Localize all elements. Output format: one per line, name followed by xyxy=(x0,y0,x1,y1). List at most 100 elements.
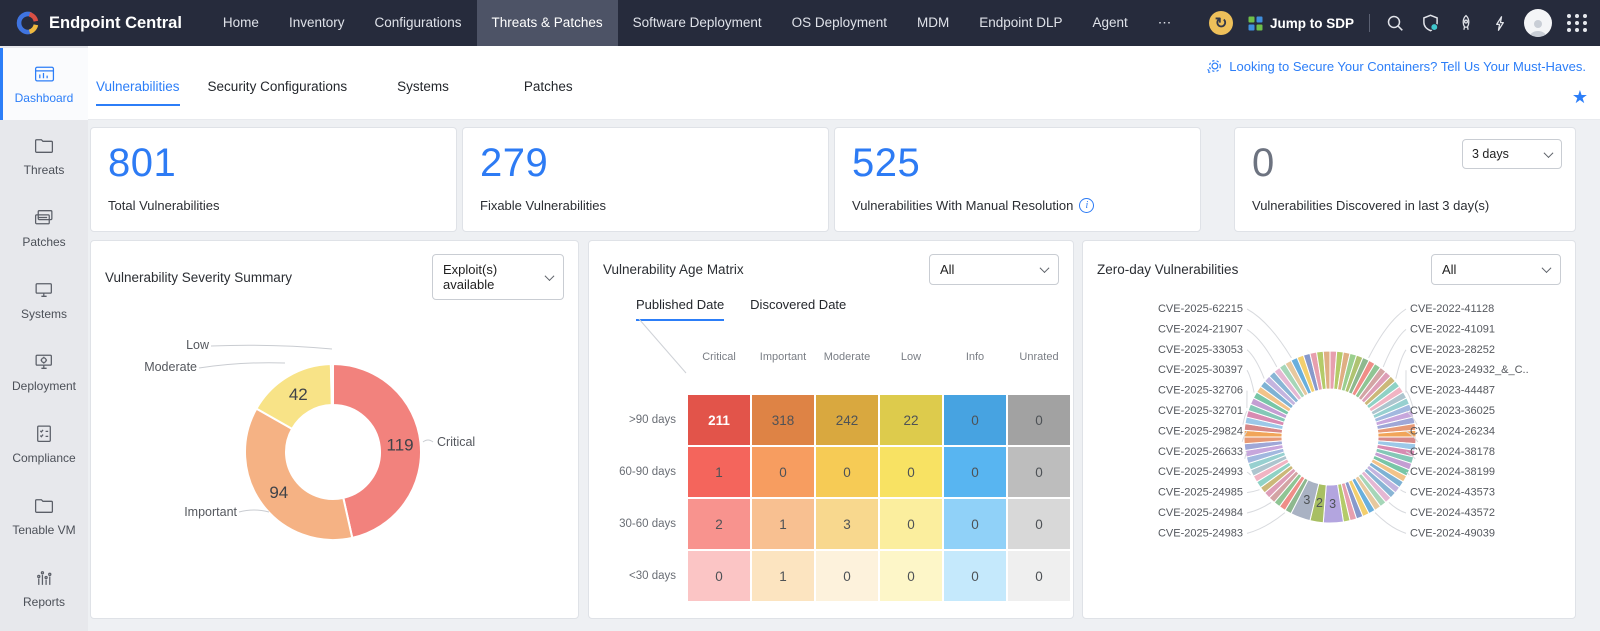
stat-label: Total Vulnerabilities xyxy=(108,198,220,213)
sidebar-item-deployment[interactable]: Deployment xyxy=(0,336,88,408)
tab-vulnerabilities[interactable]: Vulnerabilities xyxy=(96,79,180,106)
rocket-icon[interactable] xyxy=(1456,13,1476,33)
stat-card-4[interactable]: 0 Vulnerabilities Discovered in last 3 da… xyxy=(1234,127,1576,232)
cve-label[interactable]: CVE-2024-38178 xyxy=(1410,446,1495,458)
sidebar-item-tenable-vm[interactable]: Tenable VM xyxy=(0,480,88,552)
matrix-cell[interactable]: 22 xyxy=(880,395,942,445)
nav-item-agent[interactable]: Agent xyxy=(1092,15,1128,30)
matrix-cell[interactable]: 0 xyxy=(816,447,878,497)
cve-label[interactable]: CVE-2025-24985 xyxy=(1158,487,1243,499)
cve-label[interactable]: CVE-2023-28252 xyxy=(1410,344,1495,356)
tab-systems[interactable]: Systems xyxy=(397,79,449,94)
nav-item--[interactable]: ⋯ xyxy=(1157,15,1172,30)
cve-label[interactable]: CVE-2022-41128 xyxy=(1410,303,1494,315)
sidebar-item-dashboard[interactable]: Dashboard xyxy=(0,48,88,120)
cve-label[interactable]: CVE-2025-62215 xyxy=(1158,303,1243,315)
lightning-bolt-icon[interactable] xyxy=(1491,14,1509,33)
sidebar-item-patches[interactable]: Patches xyxy=(0,192,88,264)
severity-filter-select[interactable]: Exploit(s) available xyxy=(432,254,564,300)
matrix-cell[interactable]: 1 xyxy=(752,551,814,601)
sidebar-item-reports[interactable]: Reports xyxy=(0,552,88,624)
apps-grid-icon[interactable] xyxy=(1567,14,1588,32)
matrix-cell[interactable]: 242 xyxy=(816,395,878,445)
announcement-link[interactable]: Looking to Secure Your Containers? Tell … xyxy=(1205,57,1586,75)
nav-item-home[interactable]: Home xyxy=(222,15,259,30)
security-shield-icon[interactable] xyxy=(1420,13,1441,34)
days-filter-select[interactable]: 3 days xyxy=(1462,139,1562,169)
nav-item-inventory[interactable]: Inventory xyxy=(288,15,345,30)
user-avatar[interactable] xyxy=(1524,9,1552,37)
nav-item-mdm[interactable]: MDM xyxy=(916,15,950,30)
matrix-cell[interactable]: 1 xyxy=(688,447,750,497)
matrix-cell[interactable]: 0 xyxy=(1008,551,1070,601)
dashboard-icon xyxy=(34,66,55,82)
matrix-cell[interactable]: 0 xyxy=(944,395,1006,445)
matrix-cell[interactable]: 3 xyxy=(816,499,878,549)
matrix-cell[interactable]: 0 xyxy=(752,447,814,497)
search-icon[interactable] xyxy=(1385,13,1405,33)
cve-label[interactable]: CVE-2024-43572 xyxy=(1410,507,1495,519)
severity-slice-critical[interactable] xyxy=(332,362,422,540)
matrix-tab-published-date[interactable]: Published Date xyxy=(636,297,725,321)
sidebar-item-threats[interactable]: Threats xyxy=(0,120,88,192)
matrix-cell[interactable]: 211 xyxy=(688,395,750,445)
matrix-cell[interactable]: 2 xyxy=(688,499,750,549)
matrix-cell[interactable]: 0 xyxy=(880,551,942,601)
cve-label[interactable]: CVE-2025-26633 xyxy=(1158,446,1243,458)
tab-patches[interactable]: Patches xyxy=(523,79,573,94)
cve-label[interactable]: CVE-2025-33053 xyxy=(1158,344,1243,356)
severity-donut-chart[interactable]: 119 94 42 Low Moderate Important Critical xyxy=(91,300,578,630)
favorite-star-icon[interactable]: ★ xyxy=(1571,87,1588,107)
cve-label[interactable]: CVE-2025-32706 xyxy=(1158,385,1243,397)
cve-label[interactable]: CVE-2023-44487 xyxy=(1410,385,1495,397)
nav-item-os-deployment[interactable]: OS Deployment xyxy=(791,15,887,30)
matrix-cell[interactable]: 0 xyxy=(880,447,942,497)
matrix-cell[interactable]: 0 xyxy=(944,499,1006,549)
cve-label[interactable]: CVE-2025-24984 xyxy=(1158,507,1243,519)
stat-card-1[interactable]: 801 Total Vulnerabilities xyxy=(90,127,457,232)
sidebar-item-systems[interactable]: Systems xyxy=(0,264,88,336)
matrix-cell[interactable]: 0 xyxy=(1008,395,1070,445)
zero-day-filter-select[interactable]: All xyxy=(1431,254,1561,285)
cve-label[interactable]: CVE-2023-24932_&_C.. xyxy=(1410,364,1529,376)
matrix-cell[interactable]: 318 xyxy=(752,395,814,445)
zero-day-slice[interactable] xyxy=(1322,350,1331,390)
severity-slice-important[interactable] xyxy=(244,407,354,541)
cve-label[interactable]: CVE-2024-49039 xyxy=(1410,527,1495,539)
cve-label[interactable]: CVE-2025-30397 xyxy=(1158,364,1243,376)
matrix-tab-discovered-date[interactable]: Discovered Date xyxy=(750,297,847,312)
stat-card-2[interactable]: 279 Fixable Vulnerabilities xyxy=(462,127,829,232)
stat-card-3[interactable]: 525 Vulnerabilities With Manual Resolutio… xyxy=(834,127,1201,232)
cve-label[interactable]: CVE-2022-41091 xyxy=(1410,323,1495,335)
matrix-cell[interactable]: 0 xyxy=(1008,499,1070,549)
info-icon[interactable]: i xyxy=(1079,198,1095,213)
severity-slice-low[interactable] xyxy=(329,362,334,407)
matrix-cell[interactable]: 0 xyxy=(944,447,1006,497)
cve-label[interactable]: CVE-2024-38199 xyxy=(1410,466,1495,478)
matrix-cell[interactable]: 0 xyxy=(880,499,942,549)
cve-label[interactable]: CVE-2025-29824 xyxy=(1158,425,1243,437)
sidebar-item-compliance[interactable]: Compliance xyxy=(0,408,88,480)
cve-label[interactable]: CVE-2024-21907 xyxy=(1158,323,1243,335)
refresh-icon[interactable]: ↻ xyxy=(1208,11,1233,35)
cve-label[interactable]: CVE-2025-32701 xyxy=(1158,405,1243,417)
brand[interactable]: Endpoint Central xyxy=(14,10,182,36)
age-matrix-filter-select[interactable]: All xyxy=(929,254,1059,285)
nav-item-software-deployment[interactable]: Software Deployment xyxy=(632,15,762,30)
nav-item-configurations[interactable]: Configurations xyxy=(374,15,462,30)
cve-label[interactable]: CVE-2024-43573 xyxy=(1410,487,1495,499)
zero-day-donut-chart[interactable]: 323 CVE-2025-62215 CVE-2024-21907 CVE-2025-… xyxy=(1083,285,1575,615)
matrix-cell[interactable]: 1 xyxy=(752,499,814,549)
cve-label[interactable]: CVE-2025-24993 xyxy=(1158,466,1243,478)
cve-label[interactable]: CVE-2024-26234 xyxy=(1410,425,1495,437)
cve-label[interactable]: CVE-2025-24983 xyxy=(1158,527,1243,539)
nav-item-endpoint-dlp[interactable]: Endpoint DLP xyxy=(979,15,1063,30)
matrix-cell[interactable]: 0 xyxy=(816,551,878,601)
nav-item-threats-patches[interactable]: Threats & Patches xyxy=(476,0,618,46)
matrix-cell[interactable]: 0 xyxy=(1008,447,1070,497)
tab-security-configurations[interactable]: Security Configurations xyxy=(207,79,348,94)
jump-to-sdp-button[interactable]: Jump to SDP xyxy=(1248,16,1354,31)
matrix-cell[interactable]: 0 xyxy=(688,551,750,601)
matrix-cell[interactable]: 0 xyxy=(944,551,1006,601)
cve-label[interactable]: CVE-2023-36025 xyxy=(1410,405,1495,417)
